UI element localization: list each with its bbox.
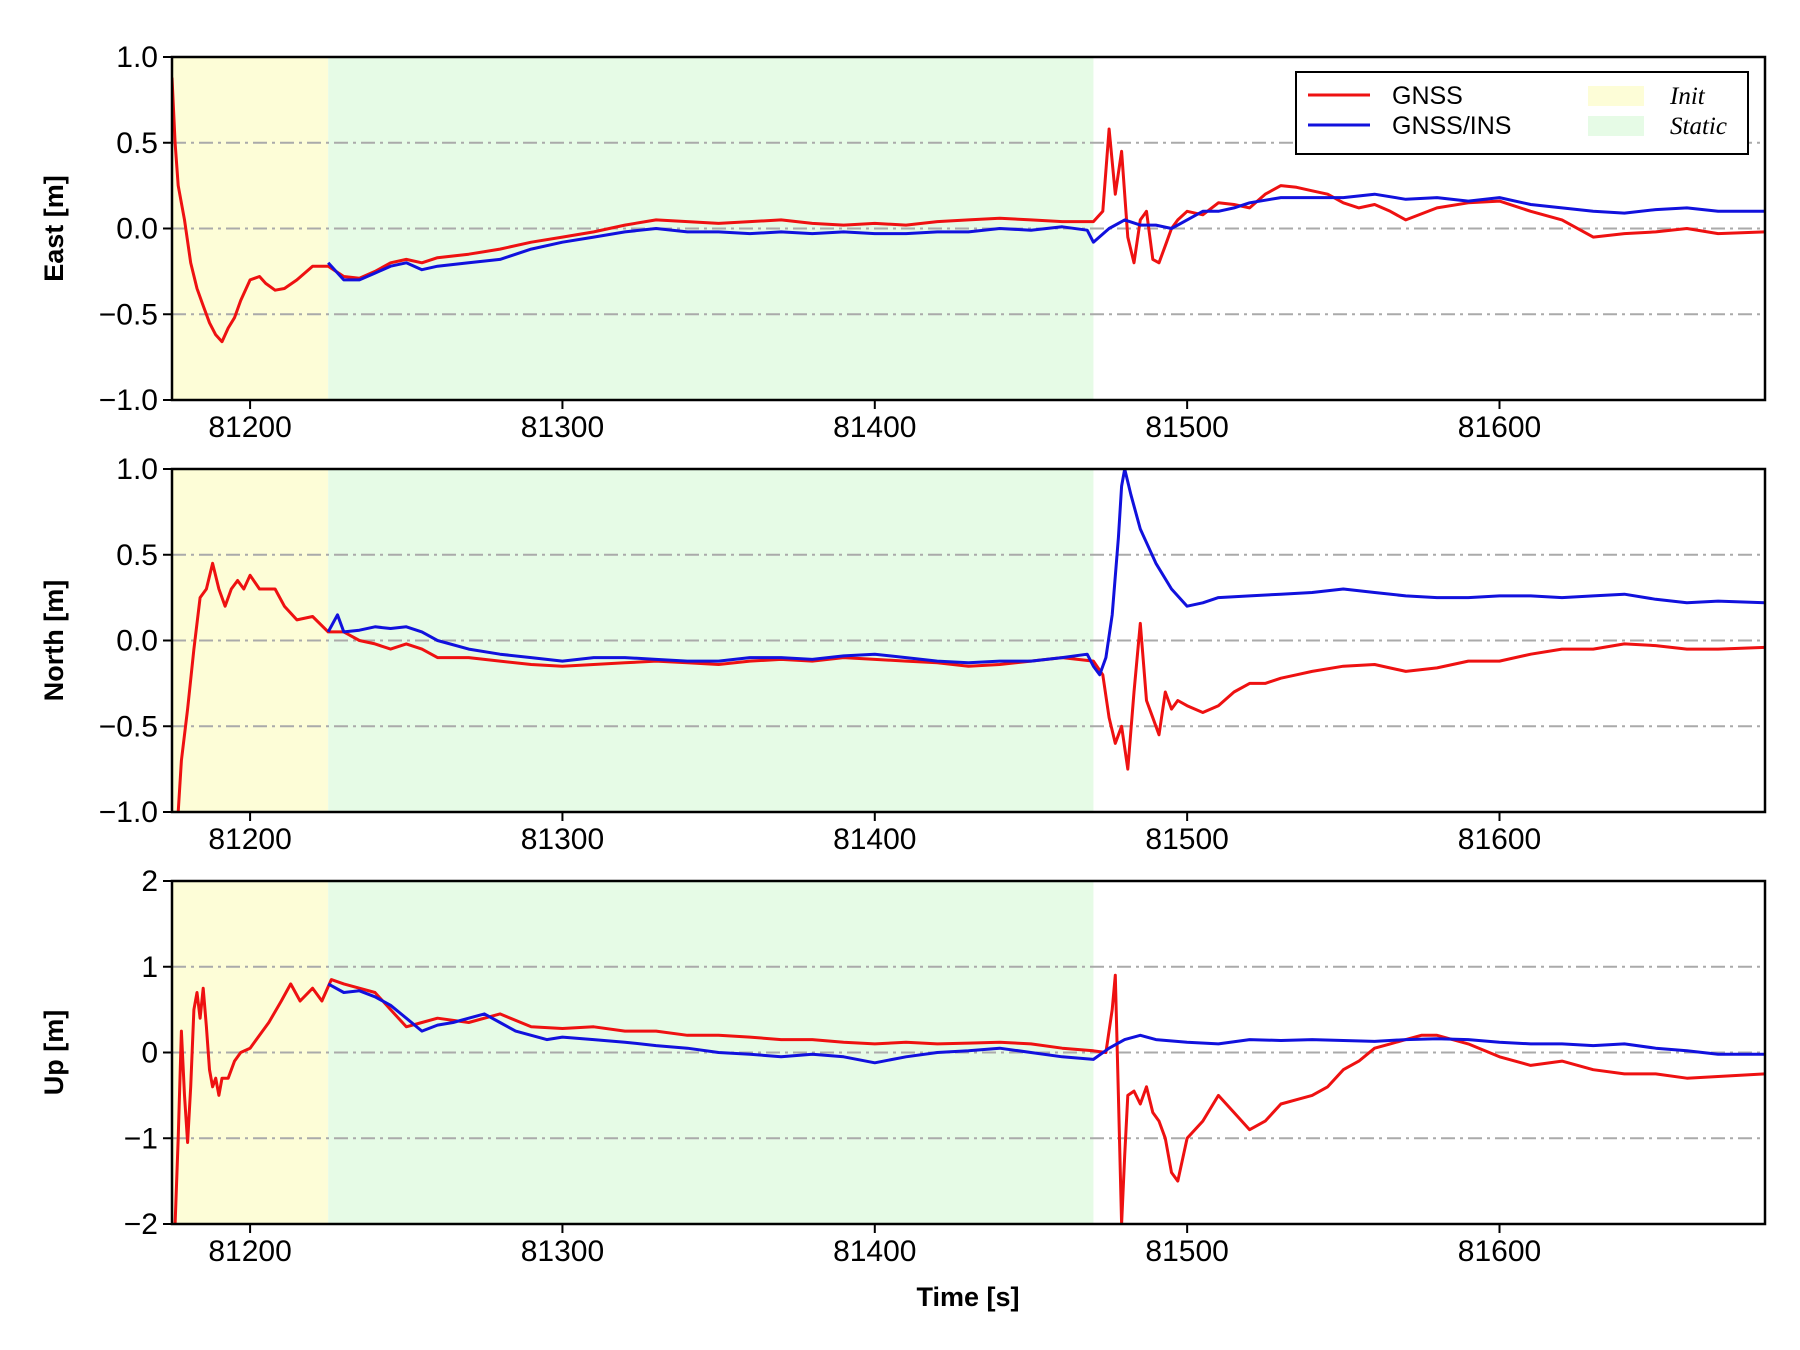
east-ytick-label: −1.0 <box>99 384 158 417</box>
legend-label-gnss-ins: GNSS/INS <box>1392 112 1511 140</box>
east-ytick-label: 0.5 <box>116 127 158 160</box>
east-ytick-label: 0.0 <box>116 213 158 246</box>
east-xtick-label: 81600 <box>1458 411 1541 444</box>
east-ytick-label: −0.5 <box>99 298 158 331</box>
north-series-gnss-ins <box>326 469 1765 677</box>
east-xtick-label: 81200 <box>208 411 291 444</box>
east-xtick-label: 81400 <box>833 411 916 444</box>
north-ytick-label: −0.5 <box>99 710 158 743</box>
north-xtick-label: 81400 <box>833 823 916 856</box>
north-ytick-label: 0.0 <box>116 625 158 658</box>
up-ytick-label: −1 <box>124 1122 158 1155</box>
up-ytick-label: 0 <box>141 1037 158 1070</box>
north-xtick-label: 81500 <box>1145 823 1228 856</box>
legend-swatch-static <box>1588 116 1644 136</box>
north-ytick-label: 1.0 <box>116 453 158 486</box>
up-xtick-label: 81300 <box>521 1235 604 1268</box>
up-xtick-label: 81200 <box>208 1235 291 1268</box>
east-series-gnss-ins <box>327 192 1765 282</box>
up-ytick-label: −2 <box>124 1208 158 1241</box>
east-series-gnss <box>172 77 1765 344</box>
up-series-gnss-ins <box>327 982 1765 1065</box>
up-y-axis-label: Up [m] <box>39 1010 69 1095</box>
north-ytick-label: −1.0 <box>99 796 158 829</box>
up-xtick-label: 81400 <box>833 1235 916 1268</box>
east-xtick-label: 81300 <box>521 411 604 444</box>
north-xtick-label: 81300 <box>521 823 604 856</box>
north-xtick-label: 81200 <box>208 823 291 856</box>
up-xtick-label: 81600 <box>1458 1235 1541 1268</box>
north-series-gnss <box>176 561 1765 812</box>
north-region-init <box>172 469 329 812</box>
legend: GNSS GNSS/INS Init Static <box>1295 71 1749 155</box>
legend-box <box>1295 71 1749 155</box>
up-ytick-label: 2 <box>141 865 158 898</box>
legend-label-init: Init <box>1669 83 1706 110</box>
legend-label-gnss: GNSS <box>1392 82 1463 110</box>
up-ytick-label: 1 <box>141 951 158 984</box>
east-region-init <box>172 57 329 400</box>
north-panel: −1.0 −0.5 0.0 0.5 1.0 81200 81300 81400 81500 816… <box>39 453 1767 856</box>
north-y-axis-label: North [m] <box>39 580 69 701</box>
north-xtick-label: 81600 <box>1458 823 1541 856</box>
east-xtick-label: 81500 <box>1145 411 1228 444</box>
up-xtick-label: 81500 <box>1145 1235 1228 1268</box>
east-y-axis-label: East [m] <box>39 175 69 282</box>
up-region-init <box>172 881 329 1224</box>
north-ytick-label: 0.5 <box>116 539 158 572</box>
up-panel: −2 −1 0 1 2 81200 81300 81400 81500 81600 Up [m] <box>39 865 1767 1268</box>
up-series-gnss <box>173 973 1765 1224</box>
legend-swatch-init <box>1588 86 1644 106</box>
x-axis-label: Time [s] <box>916 1282 1019 1312</box>
east-panel: −1.0 −0.5 0.0 0.5 1.0 81200 81300 81400 81500 816… <box>39 41 1767 444</box>
legend-label-static: Static <box>1670 113 1727 140</box>
east-ytick-label: 1.0 <box>116 41 158 74</box>
